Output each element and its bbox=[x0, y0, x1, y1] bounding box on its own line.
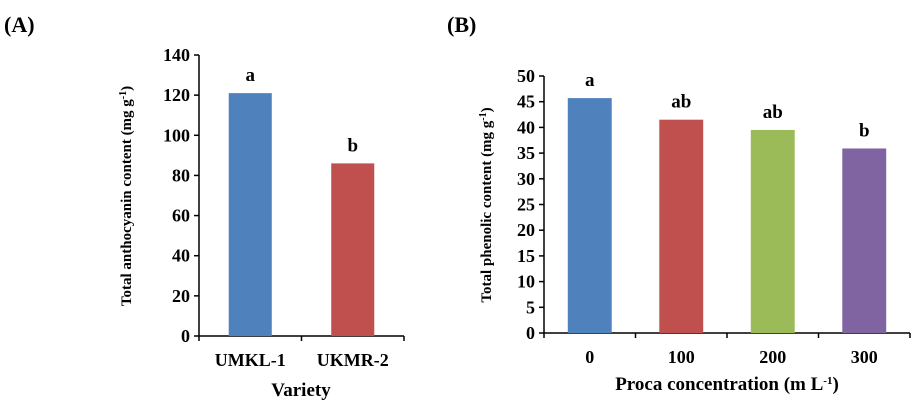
panel-b-x-ticks: 0 100 200 300 bbox=[543, 333, 911, 367]
panel-a-y-tick-label: 80 bbox=[172, 165, 190, 185]
panel-b-significance-label: ab bbox=[671, 92, 691, 113]
panel-b-significance-label: ab bbox=[763, 102, 783, 123]
panel-b-y-axis-label: Total phenolic content (mg g-1) bbox=[478, 107, 496, 302]
panel-a-significance-label: a bbox=[246, 65, 256, 86]
panel-b-y-tick-label: 20 bbox=[517, 220, 535, 240]
panel-a-bar bbox=[228, 93, 272, 336]
panel-b-x-tick-label: 100 bbox=[668, 347, 695, 367]
panel-b-bars: a ab ab b bbox=[567, 70, 887, 334]
panel-b-x-axis-label: Proca concentration (m L-1) bbox=[615, 374, 839, 395]
panel-b-y-tick-label: 15 bbox=[517, 246, 535, 266]
panel-b-y-tick-label: 45 bbox=[517, 92, 535, 112]
panel-a-y-tick-label: 100 bbox=[163, 125, 190, 145]
panel-b-bar bbox=[842, 148, 887, 333]
panel-b-y-tick-label: 50 bbox=[517, 66, 535, 86]
panel-b-x-tick-label: 0 bbox=[585, 347, 594, 367]
panel-b-significance-label: b bbox=[859, 120, 870, 141]
panel-b-y-tick-label: 0 bbox=[526, 323, 535, 343]
panel-a-y-axis-label: Total anthocyanin content (mg g-1) bbox=[118, 86, 136, 306]
panel-a-y-tick-label: 140 bbox=[163, 45, 190, 65]
panel-a-y-tick-label: 120 bbox=[163, 85, 190, 105]
panel-b-y-tick-label: 35 bbox=[517, 143, 535, 163]
panel-a-x-tick-label: UMKL-1 bbox=[215, 350, 286, 370]
panel-a-x-ticks: UMKL-1 UKMR-2 bbox=[198, 336, 405, 370]
panel-a-y-tick-label: 60 bbox=[172, 206, 190, 226]
panel-b-bar bbox=[659, 119, 704, 333]
panel-b-bar bbox=[567, 98, 612, 334]
panel-b-y-tick-label: 30 bbox=[517, 169, 535, 189]
panel-b: (B) 0 5 10 15 20 25 30 35 40 45 50 a ab ab b 0 100 200 3… bbox=[447, 12, 911, 395]
panel-a-y-tick-label: 0 bbox=[181, 326, 190, 346]
panel-a-significance-label: b bbox=[347, 135, 358, 156]
panel-b-x-tick-label: 200 bbox=[759, 347, 786, 367]
panel-b-y-tick-label: 40 bbox=[517, 117, 535, 137]
panel-b-y-tick-label: 5 bbox=[526, 297, 535, 317]
panel-a-bar bbox=[331, 163, 375, 336]
panel-a-bars: ab bbox=[228, 65, 375, 336]
panel-a-y-tick-label: 20 bbox=[172, 286, 190, 306]
panel-a-y-ticks: 0 20 40 60 80 100 120 140 bbox=[163, 45, 199, 346]
panel-a-label: (A) bbox=[4, 12, 35, 37]
panel-b-bar bbox=[750, 129, 795, 333]
panel-a-x-tick-label: UKMR-2 bbox=[317, 350, 389, 370]
panel-a-x-axis-label: Variety bbox=[271, 380, 331, 401]
panel-b-x-tick-label: 300 bbox=[851, 347, 878, 367]
panel-a-y-tick-label: 40 bbox=[172, 246, 190, 266]
panel-b-label: (B) bbox=[447, 12, 476, 37]
panel-b-y-ticks: 0 5 10 15 20 25 30 35 40 45 50 bbox=[517, 66, 544, 343]
panel-b-y-tick-label: 10 bbox=[517, 272, 535, 292]
panel-b-y-tick-label: 25 bbox=[517, 195, 535, 215]
panel-b-significance-label: a bbox=[585, 70, 595, 91]
